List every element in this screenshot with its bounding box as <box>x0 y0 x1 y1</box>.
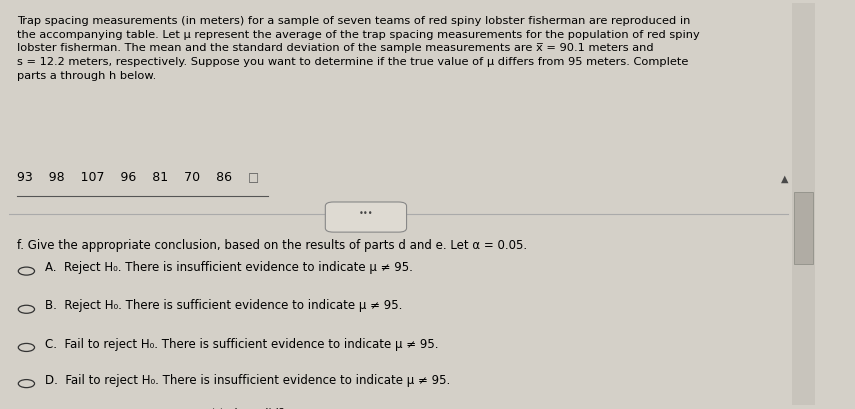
Text: □: □ <box>248 171 259 183</box>
Text: ▲: ▲ <box>781 173 788 183</box>
FancyBboxPatch shape <box>794 193 813 265</box>
Text: 93    98    107    96    81    70    86: 93 98 107 96 81 70 86 <box>16 171 232 183</box>
Text: t to be valid?: t to be valid? <box>212 407 284 409</box>
Text: D.  Fail to reject H₀. There is insufficient evidence to indicate μ ≠ 95.: D. Fail to reject H₀. There is insuffici… <box>45 373 451 386</box>
Text: C.  Fail to reject H₀. There is sufficient evidence to indicate μ ≠ 95.: C. Fail to reject H₀. There is sufficien… <box>45 337 439 350</box>
Text: •••: ••• <box>358 208 374 217</box>
FancyBboxPatch shape <box>325 202 407 233</box>
Text: A.  Reject H₀. There is insufficient evidence to indicate μ ≠ 95.: A. Reject H₀. There is insufficient evid… <box>45 261 413 274</box>
Text: f. Give the appropriate conclusion, based on the results of parts d and e. Let α: f. Give the appropriate conclusion, base… <box>16 238 527 252</box>
Text: B.  Reject H₀. There is sufficient evidence to indicate μ ≠ 95.: B. Reject H₀. There is sufficient eviden… <box>45 299 403 312</box>
FancyBboxPatch shape <box>793 4 815 405</box>
Text: Trap spacing measurements (in meters) for a sample of seven teams of red spiny l: Trap spacing measurements (in meters) fo… <box>16 16 699 80</box>
